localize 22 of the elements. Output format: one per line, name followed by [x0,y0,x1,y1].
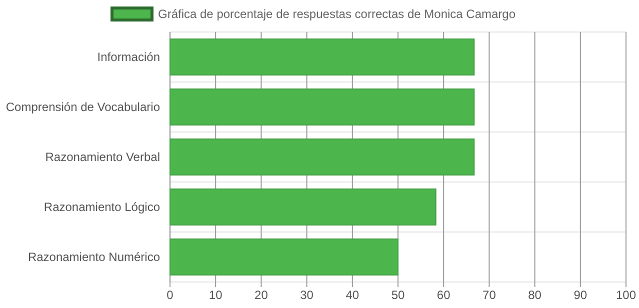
bar [170,188,436,226]
y-tick-label: Información [97,50,160,64]
x-tick-label: 70 [482,288,496,302]
x-tick-label: 40 [346,288,360,302]
x-tick-label: 30 [300,288,314,302]
bar [170,238,398,276]
x-tick-label: 60 [436,288,451,302]
x-tick-label: 80 [528,288,542,302]
y-tick-label: Razonamiento Numérico [28,250,160,264]
y-tick-label: Razonamiento Lógico [44,200,160,214]
x-tick-label: 10 [208,288,223,302]
y-tick-label: Comprensión de Vocabulario [6,100,160,114]
x-tick-label: 100 [616,288,636,302]
y-tick-label: Razonamiento Verbal [45,150,160,164]
x-tick-label: 90 [574,288,588,302]
legend-label: Gráfica de porcentaje de respuestas correctas de Monica Camargo [158,7,516,22]
bar [170,138,475,176]
bar [170,88,475,126]
x-tick-label: 0 [166,288,174,302]
x-tick-label: 50 [391,288,405,302]
x-tick-label: 20 [254,288,268,302]
bar [170,38,475,76]
